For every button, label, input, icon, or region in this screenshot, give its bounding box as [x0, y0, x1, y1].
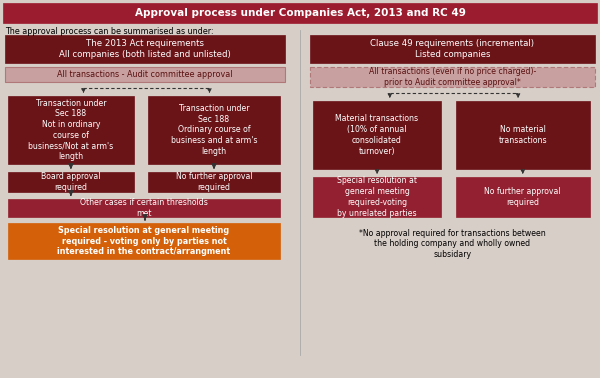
Text: All transactions - Audit committee approval: All transactions - Audit committee appro… — [57, 70, 233, 79]
Text: Other cases if certain thresholds
met: Other cases if certain thresholds met — [80, 198, 208, 218]
FancyBboxPatch shape — [313, 177, 441, 217]
FancyBboxPatch shape — [310, 67, 595, 87]
FancyBboxPatch shape — [3, 3, 597, 23]
FancyBboxPatch shape — [8, 172, 134, 192]
FancyBboxPatch shape — [5, 35, 285, 63]
FancyBboxPatch shape — [455, 177, 590, 217]
FancyBboxPatch shape — [8, 223, 280, 259]
Text: Special resolution at
general meeting
required-voting
by unrelated parties: Special resolution at general meeting re… — [337, 177, 417, 218]
Text: Transaction under
Sec 188
Not in ordinary
course of
business/Not at arm's
length: Transaction under Sec 188 Not in ordinar… — [28, 99, 113, 161]
FancyBboxPatch shape — [455, 101, 590, 169]
FancyBboxPatch shape — [310, 35, 595, 63]
FancyBboxPatch shape — [8, 199, 280, 217]
Text: Approval process under Companies Act, 2013 and RC 49: Approval process under Companies Act, 20… — [134, 8, 466, 18]
Text: No further approval
required: No further approval required — [484, 187, 561, 207]
Text: Material transactions
(10% of annual
consolidated
turnover): Material transactions (10% of annual con… — [335, 115, 419, 156]
FancyBboxPatch shape — [148, 96, 280, 164]
FancyBboxPatch shape — [148, 172, 280, 192]
Text: *No approval required for transactions between
the holding company and wholly ow: *No approval required for transactions b… — [359, 229, 546, 259]
Text: Clause 49 requirements (incremental)
Listed companies: Clause 49 requirements (incremental) Lis… — [371, 39, 535, 59]
FancyBboxPatch shape — [313, 101, 441, 169]
Text: All transactions (even if no price charged)-
prior to Audit committee approval*: All transactions (even if no price charg… — [369, 67, 536, 87]
Text: No further approval
required: No further approval required — [176, 172, 253, 192]
Text: Transaction under
Sec 188
Ordinary course of
business and at arm's
length: Transaction under Sec 188 Ordinary cours… — [171, 104, 257, 156]
Text: No material
transactions: No material transactions — [499, 125, 547, 145]
FancyBboxPatch shape — [5, 67, 285, 82]
FancyBboxPatch shape — [8, 96, 134, 164]
Text: The 2013 Act requirements
All companies (both listed and unlisted): The 2013 Act requirements All companies … — [59, 39, 231, 59]
Text: Special resolution at general meeting
required - voting only by parties not
inte: Special resolution at general meeting re… — [58, 226, 230, 256]
Text: Board approval
required: Board approval required — [41, 172, 101, 192]
Text: The approval process can be summarised as under:: The approval process can be summarised a… — [5, 27, 214, 36]
